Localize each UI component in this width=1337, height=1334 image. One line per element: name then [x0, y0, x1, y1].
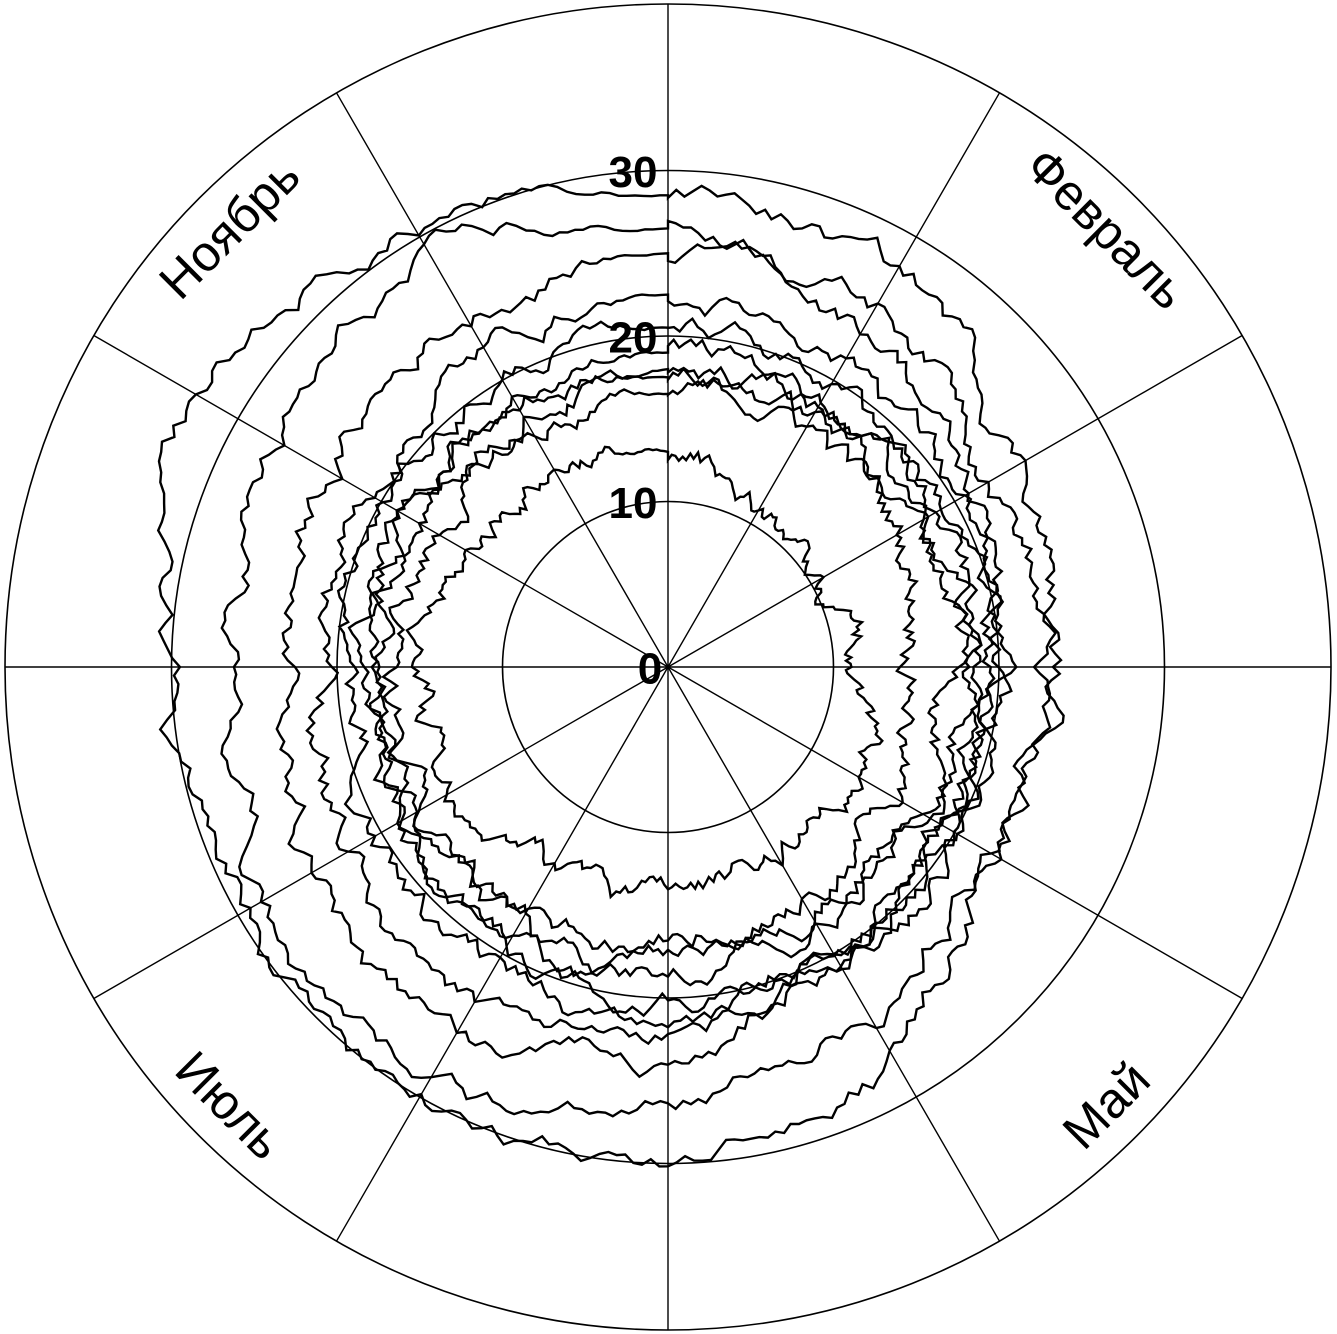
- series-line-1: [405, 445, 884, 900]
- spoke-60: [667, 334, 1243, 668]
- month-labels: Февраль Май Июль Ноябрь: [148, 137, 1198, 1170]
- spoke-120: [667, 666, 1243, 1000]
- series-line-2: [381, 376, 919, 958]
- spoke-300: [93, 334, 669, 668]
- series-line-8: [275, 240, 1003, 1079]
- radial-tick-20: 20: [609, 314, 658, 363]
- series-line-9: [220, 219, 1058, 1118]
- series-line-6: [336, 316, 1018, 1029]
- polar-grid: [4, 3, 1332, 1331]
- month-label: Июль: [165, 1040, 295, 1170]
- series-line-7: [305, 293, 1013, 1046]
- radial-tick-30: 30: [609, 148, 658, 197]
- series-line-10: [156, 183, 1065, 1168]
- spoke-30: [667, 92, 1001, 668]
- month-label: Май: [1052, 1051, 1161, 1160]
- series-group: [156, 183, 1065, 1168]
- radial-tick-labels: 0 10 20 30: [609, 148, 663, 694]
- radial-tick-10: 10: [609, 479, 658, 528]
- spoke-240: [93, 666, 669, 1000]
- series-line-3: [366, 365, 971, 987]
- radial-tick-0: 0: [638, 645, 662, 694]
- month-label: Февраль: [1015, 137, 1198, 320]
- month-label: Ноябрь: [148, 147, 310, 309]
- series-line-5: [347, 337, 983, 1018]
- spoke-210: [335, 666, 669, 1242]
